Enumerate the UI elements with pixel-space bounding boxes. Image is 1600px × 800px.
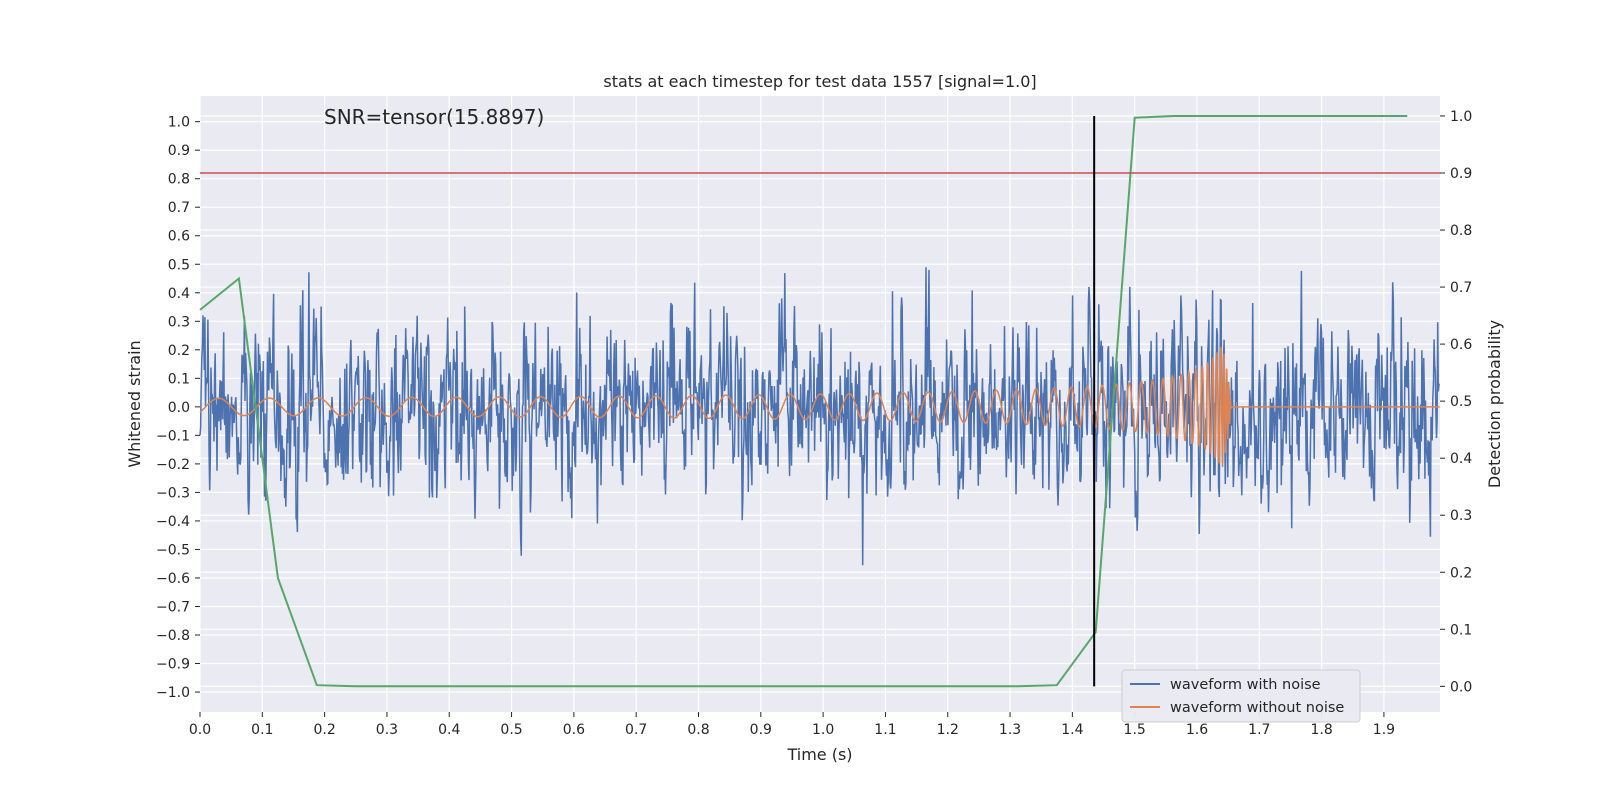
markers-layer	[200, 115, 1440, 687]
y-left-tick-label: 0.6	[168, 229, 190, 245]
y-right-tick-label: 0.1	[1450, 622, 1472, 638]
x-tick-label: 1.4	[1061, 722, 1083, 738]
y-left-tick-label: 0.3	[168, 314, 190, 330]
y-right-tick-label: 0.0	[1450, 679, 1472, 695]
y-right-tick-label: 0.9	[1450, 166, 1472, 182]
y-left-tick-label: 0.4	[168, 286, 190, 302]
series-waveform-without-noise	[199, 347, 1440, 468]
x-tick-label: 1.8	[1310, 722, 1332, 738]
x-tick-label: 1.7	[1248, 722, 1270, 738]
y-right-tick-label: 1.0	[1450, 109, 1472, 125]
y-left-tick-label: 0.1	[168, 371, 190, 387]
x-tick-labels: 0.0 0.1 0.2 0.3 0.4 0.5 0.6 0.7 0.8 0.9 1.0 1.1 1.2 1…	[189, 712, 1395, 738]
x-tick-label: 0.6	[563, 722, 585, 738]
x-tick-label: 0.7	[625, 722, 647, 738]
y-right-tick-label: 0.8	[1450, 223, 1472, 239]
y-left-tick-label: 0.9	[168, 143, 190, 159]
y-left-tick-label: −0.6	[156, 571, 190, 587]
legend-label-clean: waveform without noise	[1170, 700, 1344, 716]
y-left-tick-label: 0.5	[168, 257, 190, 273]
y-left-tick-labels: 1.0 0.9 0.8 0.7 0.6 0.5 0.4 0.3 0.2 0.1 0.0 −0.1 −0.…	[156, 115, 200, 701]
y-left-tick-label: −0.2	[156, 457, 190, 473]
x-tick-label: 0.4	[438, 722, 460, 738]
chart-title: stats at each timestep for test data 155…	[603, 72, 1036, 91]
y-left-tick-label: −0.8	[156, 628, 190, 644]
y-right-tick-label: 0.7	[1450, 280, 1472, 296]
series-layer	[199, 115, 1441, 688]
legend-label-noise: waveform with noise	[1170, 677, 1321, 693]
y-left-tick-label: 0.0	[168, 400, 190, 416]
x-tick-label: 1.6	[1186, 722, 1208, 738]
y-left-tick-label: 0.8	[168, 172, 190, 188]
y-right-tick-labels: 1.0 0.9 0.8 0.7 0.6 0.5 0.4 0.3 0.2 0.1 0.0	[1440, 109, 1472, 695]
x-tick-label: 1.3	[999, 722, 1021, 738]
x-tick-label: 0.2	[313, 722, 335, 738]
series-detection-probability	[199, 115, 1408, 688]
y-right-tick-label: 0.3	[1450, 508, 1472, 524]
legend-box	[1121, 669, 1361, 723]
x-tick-label: 1.0	[812, 722, 834, 738]
y-right-tick-label: 0.6	[1450, 337, 1472, 353]
y-right-tick-label: 0.4	[1450, 451, 1472, 467]
y-axis-label-left: Whitened strain	[125, 340, 144, 467]
y-right-tick-label: 0.2	[1450, 565, 1472, 581]
y-left-tick-label: −0.4	[156, 514, 190, 530]
y-left-tick-label: 0.2	[168, 343, 190, 359]
x-axis-label: Time (s)	[786, 745, 852, 764]
y-right-tick-label: 0.5	[1450, 394, 1472, 410]
y-axis-label-right: Detection probability	[1485, 320, 1504, 488]
y-left-tick-label: −0.5	[156, 542, 190, 558]
y-left-tick-label: 0.7	[168, 200, 190, 216]
x-tick-label: 0.1	[251, 722, 273, 738]
snr-annotation: SNR=tensor(15.8897)	[324, 105, 544, 129]
x-tick-label: 0.0	[189, 722, 211, 738]
x-tick-label: 0.3	[376, 722, 398, 738]
x-tick-label: 0.9	[750, 722, 772, 738]
y-left-tick-label: −0.9	[156, 657, 190, 673]
x-tick-label: 1.2	[937, 722, 959, 738]
y-left-tick-label: −0.3	[156, 485, 190, 501]
x-tick-label: 1.5	[1124, 722, 1146, 738]
x-tick-label: 1.1	[874, 722, 896, 738]
legend: waveform with noise waveform without noi…	[1121, 669, 1361, 723]
y-left-tick-label: −1.0	[156, 685, 190, 701]
y-left-tick-label: −0.1	[156, 428, 190, 444]
x-tick-label: 0.8	[687, 722, 709, 738]
y-left-tick-label: 1.0	[168, 115, 190, 131]
x-tick-label: 1.9	[1373, 722, 1395, 738]
x-tick-label: 0.5	[500, 722, 522, 738]
y-left-tick-label: −0.7	[156, 599, 190, 615]
grid-lines	[199, 96, 1440, 712]
series-waveform-with-noise	[199, 267, 1441, 566]
